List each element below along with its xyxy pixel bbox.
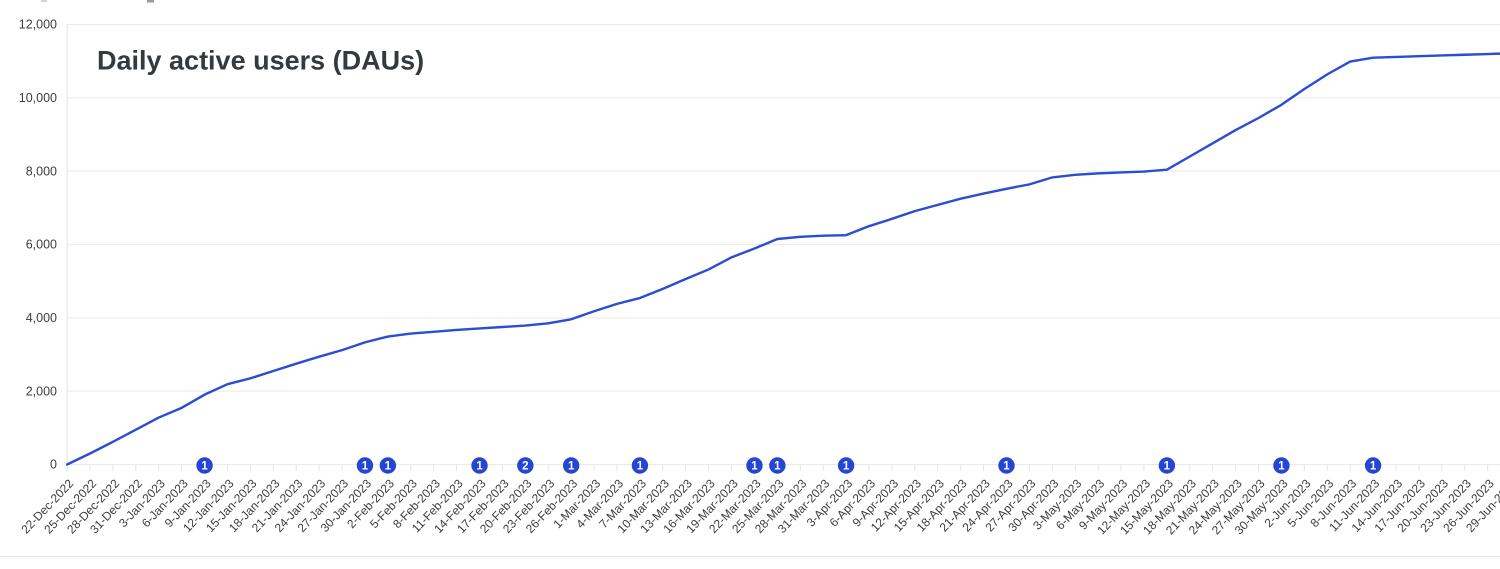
svg-text:1: 1	[1164, 461, 1171, 473]
svg-text:1: 1	[1370, 461, 1377, 473]
svg-text:1: 1	[476, 461, 483, 473]
svg-text:8,000: 8,000	[26, 164, 57, 178]
svg-text:6,000: 6,000	[26, 238, 57, 252]
svg-text:1: 1	[751, 461, 758, 473]
svg-text:10,000: 10,000	[19, 91, 57, 105]
svg-text:1: 1	[1003, 461, 1010, 473]
svg-text:12,000: 12,000	[19, 18, 57, 32]
svg-text:0: 0	[50, 458, 57, 472]
svg-text:Daily active users (DAUs): Daily active users (DAUs)	[97, 46, 424, 76]
svg-text:1: 1	[843, 461, 850, 473]
svg-text:1: 1	[637, 461, 644, 473]
svg-text:1: 1	[201, 461, 208, 473]
svg-text:1: 1	[362, 461, 369, 473]
svg-text:1: 1	[385, 461, 392, 473]
svg-text:4,000: 4,000	[26, 311, 57, 325]
svg-text:2,000: 2,000	[26, 384, 57, 398]
svg-text:2: 2	[522, 461, 528, 473]
svg-text:1: 1	[1278, 461, 1285, 473]
svg-text:1: 1	[568, 461, 575, 473]
svg-text:1: 1	[774, 461, 781, 473]
